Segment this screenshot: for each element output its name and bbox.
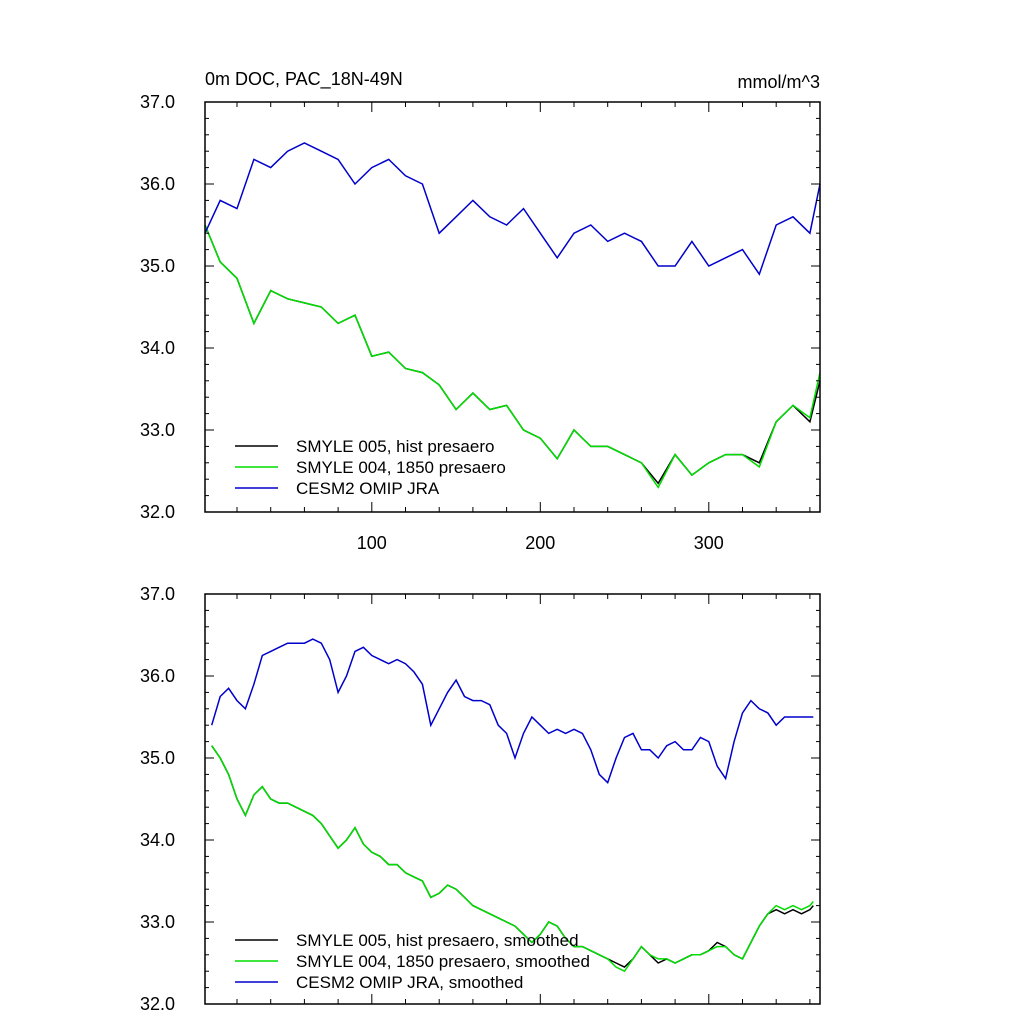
x-tick-label: 300: [694, 533, 724, 553]
legend-label: CESM2 OMIP JRA, smoothed: [296, 973, 523, 992]
top-panel: 0m DOC, PAC_18N-49N mmol/m^3 32.0 33.0 34.…: [140, 69, 821, 553]
legend-label: CESM2 OMIP JRA: [296, 479, 440, 498]
series-line-3: [204, 142, 821, 276]
x-axis: 100 200 300: [236, 102, 811, 553]
legend: SMYLE 005, hist presaero SMYLE 004, 1850 …: [235, 437, 506, 498]
y-axis: 32.0 33.0 34.0 35.0 36.0 37.0: [140, 584, 820, 1014]
x-axis: [236, 594, 811, 1004]
y-tick-label: 34.0: [140, 830, 175, 850]
y-tick-label: 33.0: [140, 912, 175, 932]
series-line-2: [204, 224, 821, 489]
y-tick-label: 33.0: [140, 420, 175, 440]
chart-title: 0m DOC, PAC_18N-49N: [205, 69, 403, 90]
series-layer: [204, 142, 821, 489]
y-tick-label: 32.0: [140, 502, 175, 522]
y-tick-label: 37.0: [140, 584, 175, 604]
legend-label: SMYLE 005, hist presaero, smoothed: [296, 931, 579, 950]
series-layer: [210, 638, 814, 973]
y-tick-label: 35.0: [140, 256, 175, 276]
legend-label: SMYLE 004, 1850 presaero, smoothed: [296, 952, 590, 971]
units-label: mmol/m^3: [738, 72, 820, 92]
series-line-2: [211, 745, 814, 973]
y-axis: 32.0 33.0 34.0 35.0 36.0 37.0: [140, 92, 820, 522]
plot-frame: [204, 101, 821, 513]
y-tick-label: 36.0: [140, 174, 175, 194]
series-line-3: [210, 638, 814, 784]
y-tick-label: 36.0: [140, 666, 175, 686]
y-tick-label: 37.0: [140, 92, 175, 112]
x-tick-label: 200: [525, 533, 555, 553]
legend-label: SMYLE 005, hist presaero: [296, 437, 494, 456]
plot-frame: [204, 593, 821, 1005]
legend: SMYLE 005, hist presaero, smoothed SMYLE …: [235, 931, 590, 992]
bottom-panel: 32.0 33.0 34.0 35.0 36.0 37.0 SMYLE 005, hist…: [140, 584, 821, 1014]
y-tick-label: 34.0: [140, 338, 175, 358]
legend-label: SMYLE 004, 1850 presaero: [296, 458, 506, 477]
y-tick-label: 32.0: [140, 994, 175, 1014]
x-tick-label: 100: [357, 533, 387, 553]
y-tick-label: 35.0: [140, 748, 175, 768]
